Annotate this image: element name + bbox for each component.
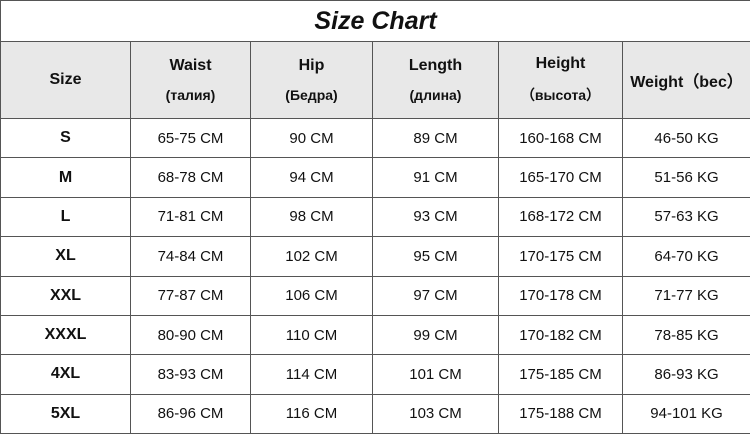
table-cell: 98 CM	[250, 196, 373, 238]
table-cell: 93 CM	[372, 196, 499, 238]
table-cell: 90 CM	[250, 118, 373, 159]
table-cell: 77-87 CM	[130, 275, 251, 316]
table-cell: 46-50 KG	[621, 118, 750, 159]
size-cell: XL	[0, 236, 131, 277]
table-row: S 65-75 CM 90 CM 89 CM 160-168 CM 46-50 KG	[0, 118, 750, 159]
column-header: Hip (Бедра)	[250, 41, 373, 120]
table-cell: 168-172 CM	[498, 196, 623, 238]
table-cell: 175-188 CM	[498, 393, 623, 434]
table-cell: 89 CM	[372, 118, 499, 159]
table-row: XXXL 80-90 CM 110 CM 99 CM 170-182 CM 78-85 K…	[0, 314, 750, 356]
table-cell: 106 CM	[250, 275, 373, 316]
size-cell: 5XL	[0, 393, 131, 434]
table-cell: 57-63 KG	[621, 196, 750, 238]
table-cell: 97 CM	[372, 275, 499, 316]
table-row: L 71-81 CM 98 CM 93 CM 168-172 CM 57-63 KG	[0, 196, 750, 238]
table-cell: 116 CM	[250, 393, 373, 434]
column-header-sublabel: (талия)	[165, 87, 216, 104]
table-cell: 71-77 KG	[621, 275, 750, 316]
size-cell: S	[0, 118, 131, 159]
table-cell: 86-96 CM	[130, 393, 251, 434]
table-cell: 170-182 CM	[498, 314, 623, 356]
column-header: Size	[0, 41, 131, 120]
table-cell: 71-81 CM	[130, 196, 251, 238]
header-row: Size Waist (талия) Hip (Бедра) Length (длина) H…	[0, 41, 750, 120]
table-cell: 68-78 CM	[130, 157, 251, 198]
table-cell: 64-70 KG	[621, 236, 750, 277]
table-cell: 170-175 CM	[498, 236, 623, 277]
column-header-sublabel: （высота）	[520, 87, 601, 104]
table-cell: 91 CM	[372, 157, 499, 198]
size-cell: M	[0, 157, 131, 198]
column-header-label: Size	[49, 71, 82, 89]
size-cell: L	[0, 196, 131, 238]
table-row: XL 74-84 CM 102 CM 95 CM 170-175 CM 64-70 KG	[0, 236, 750, 277]
column-header-label: Height	[535, 55, 586, 73]
column-header-label: Length	[408, 57, 463, 75]
table-row: 5XL 86-96 CM 116 CM 103 CM 175-188 CM 94-101 …	[0, 393, 750, 434]
table-cell: 94-101 KG	[621, 393, 750, 434]
table-cell: 99 CM	[372, 314, 499, 356]
column-header-label: Hip	[298, 57, 325, 75]
table-row: XXL 77-87 CM 106 CM 97 CM 170-178 CM 71-77 KG	[0, 275, 750, 316]
table-cell: 94 CM	[250, 157, 373, 198]
table-cell: 175-185 CM	[498, 354, 623, 395]
table-cell: 165-170 CM	[498, 157, 623, 198]
column-header: Height （высота）	[498, 41, 623, 120]
table-cell: 95 CM	[372, 236, 499, 277]
table-cell: 114 CM	[250, 354, 373, 395]
table-cell: 78-85 KG	[621, 314, 750, 356]
column-header-label: Waist	[169, 57, 212, 75]
table-cell: 101 CM	[372, 354, 499, 395]
table-row: M 68-78 CM 94 CM 91 CM 165-170 CM 51-56 KG	[0, 157, 750, 198]
column-header-sublabel: (Бедра)	[285, 87, 338, 104]
table-cell: 51-56 KG	[621, 157, 750, 198]
column-header-label: Weight（bec）	[630, 74, 743, 92]
table-row: 4XL 83-93 CM 114 CM 101 CM 175-185 CM 86-93 K…	[0, 354, 750, 395]
column-header: Waist (талия)	[130, 41, 251, 120]
table-title: Size Chart	[0, 0, 750, 43]
size-cell: XXXL	[0, 314, 131, 356]
size-cell: XXL	[0, 275, 131, 316]
column-header: Length (длина)	[372, 41, 499, 120]
table-cell: 74-84 CM	[130, 236, 251, 277]
table-cell: 160-168 CM	[498, 118, 623, 159]
column-header: Weight（bec）	[621, 41, 750, 120]
table-cell: 103 CM	[372, 393, 499, 434]
table-cell: 83-93 CM	[130, 354, 251, 395]
size-cell: 4XL	[0, 354, 131, 395]
table-cell: 110 CM	[250, 314, 373, 356]
table-cell: 65-75 CM	[130, 118, 251, 159]
table-cell: 80-90 CM	[130, 314, 251, 356]
table-cell: 86-93 KG	[621, 354, 750, 395]
table-cell: 170-178 CM	[498, 275, 623, 316]
column-header-sublabel: (длина)	[409, 87, 462, 104]
table-cell: 102 CM	[250, 236, 373, 277]
